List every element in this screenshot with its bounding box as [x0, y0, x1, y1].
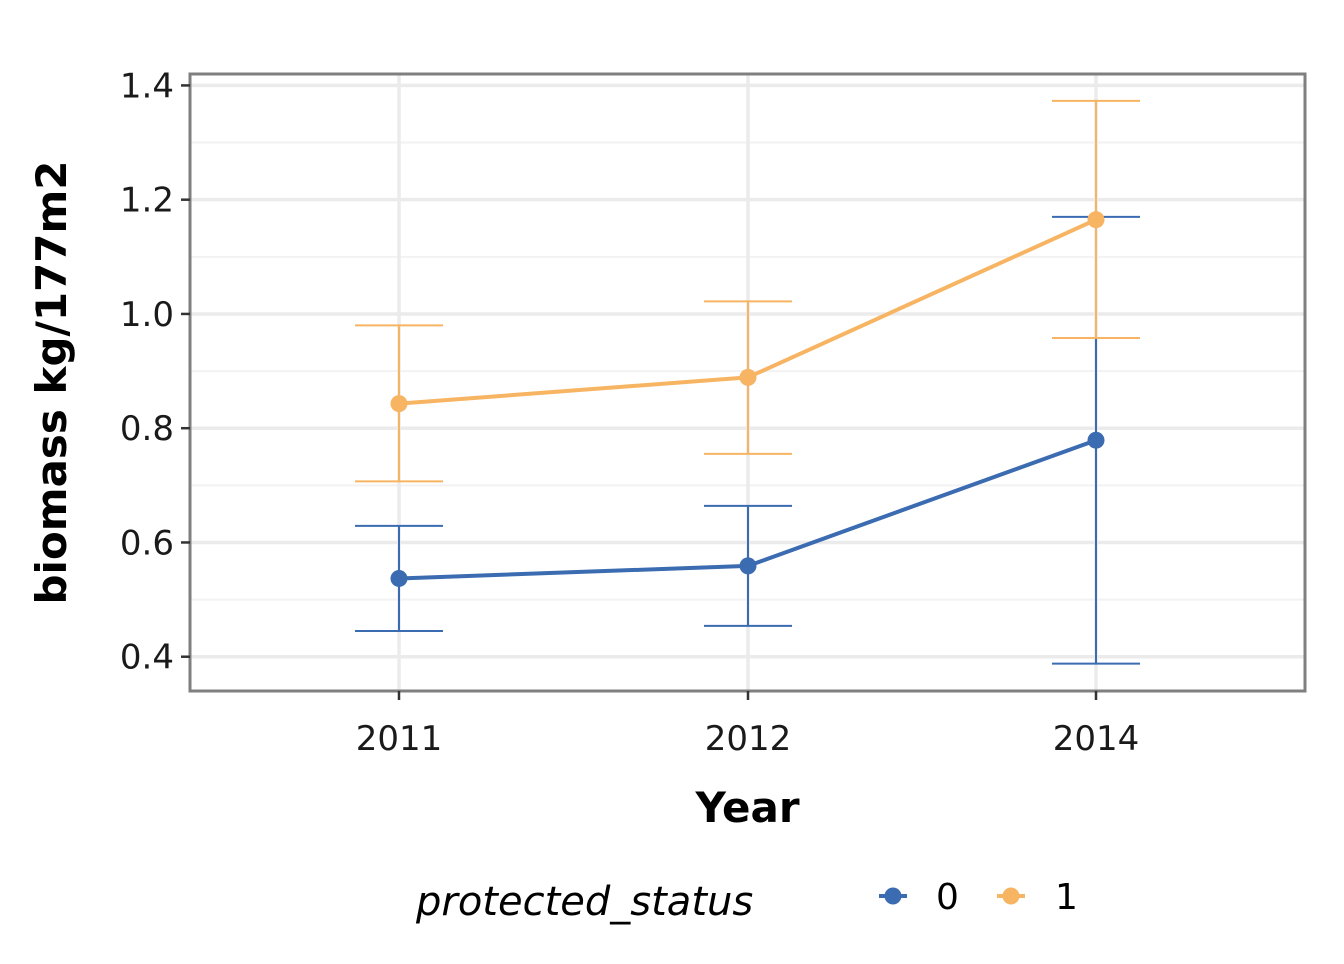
data-point [1087, 211, 1105, 229]
legend-label: 1 [1055, 877, 1078, 918]
x-tick-label: 2014 [1053, 719, 1140, 759]
y-tick-label: 1.0 [120, 295, 174, 335]
legend-item-0: 0 [879, 877, 959, 918]
legend-label: 0 [936, 877, 959, 918]
y-tick-label: 0.4 [120, 638, 174, 678]
y-tick-label: 1.2 [120, 181, 174, 221]
data-point [739, 557, 757, 575]
data-point [390, 569, 408, 587]
x-tick-label: 2011 [356, 719, 443, 759]
data-point [1087, 431, 1105, 449]
legend-title: protected_status [415, 879, 753, 925]
y-tick-label: 1.4 [120, 66, 174, 106]
x-axis-title: Year [694, 783, 799, 832]
axes: 0.4 0.6 0.8 1.0 1.2 1.4 2011 2012 2014 [120, 66, 1139, 759]
series-1 [355, 99, 1140, 483]
data-point [390, 395, 408, 413]
legend-key-point [1002, 887, 1020, 905]
data-point [739, 368, 757, 386]
y-axis-title: biomass kg/177m2 [27, 160, 76, 604]
y-tick-label: 0.6 [120, 523, 174, 563]
series-layer [355, 99, 1140, 665]
x-tick-label: 2012 [705, 719, 792, 759]
legend-key-point [884, 887, 902, 905]
legend-item-1: 1 [997, 877, 1078, 918]
y-tick-label: 0.8 [120, 409, 174, 449]
